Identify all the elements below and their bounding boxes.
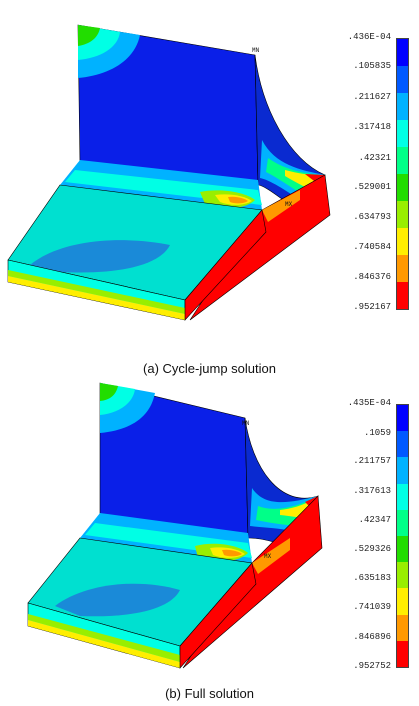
legend-label: .317613 xyxy=(353,486,391,496)
legend-bar-b xyxy=(396,404,409,668)
legend-label: .211757 xyxy=(353,456,391,466)
legend-label: .436E-04 xyxy=(347,32,391,42)
legend-label: .740584 xyxy=(353,242,391,252)
min-node-label-a: MN xyxy=(252,47,260,54)
legend-label: .634793 xyxy=(353,212,391,222)
legend-label: .105835 xyxy=(353,61,391,71)
color-legend-a: .436E-04 .105835 .211627 .317418 .42321 … xyxy=(340,32,419,318)
legend-bar-a xyxy=(396,38,409,310)
caption-a: (a) Cycle-jump solution xyxy=(143,361,276,376)
legend-label: .635183 xyxy=(353,573,391,583)
legend-label: .317418 xyxy=(353,122,391,132)
figure-b: MN MX .435E-04 .1059 .211757 .317613 .42… xyxy=(0,378,419,698)
figure-a: MN MX .436E-04 .105835 .211627 .317418 .… xyxy=(0,0,419,340)
caption-b: (b) Full solution xyxy=(165,686,254,701)
fe-contour-model-a: MN MX xyxy=(7,24,331,321)
legend-label: .42321 xyxy=(358,153,391,163)
legend-label: .952752 xyxy=(353,661,391,671)
legend-label: .435E-04 xyxy=(347,398,391,408)
fe-contour-model-b: MN MX xyxy=(27,382,323,669)
legend-label: .529326 xyxy=(353,544,391,554)
max-node-label-a: MX xyxy=(285,201,293,208)
legend-label: .42347 xyxy=(358,515,391,525)
legend-label: .741039 xyxy=(353,602,391,612)
legend-label: .529001 xyxy=(353,182,391,192)
legend-label: .952167 xyxy=(353,302,391,312)
color-legend-b: .435E-04 .1059 .211757 .317613 .42347 .5… xyxy=(340,396,419,676)
legend-label: .846896 xyxy=(353,632,391,642)
legend-label: .846376 xyxy=(353,272,391,282)
min-node-label-b: MN xyxy=(242,420,250,427)
legend-label: .211627 xyxy=(353,92,391,102)
legend-label: .1059 xyxy=(363,428,391,438)
max-node-label-b: MX xyxy=(264,553,272,560)
